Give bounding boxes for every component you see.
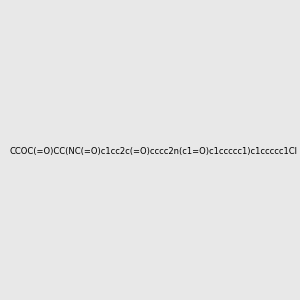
Text: CCOC(=O)CC(NC(=O)c1cc2c(=O)cccc2n(c1=O)c1ccccc1)c1ccccc1Cl: CCOC(=O)CC(NC(=O)c1cc2c(=O)cccc2n(c1=O)c… bbox=[10, 147, 298, 156]
